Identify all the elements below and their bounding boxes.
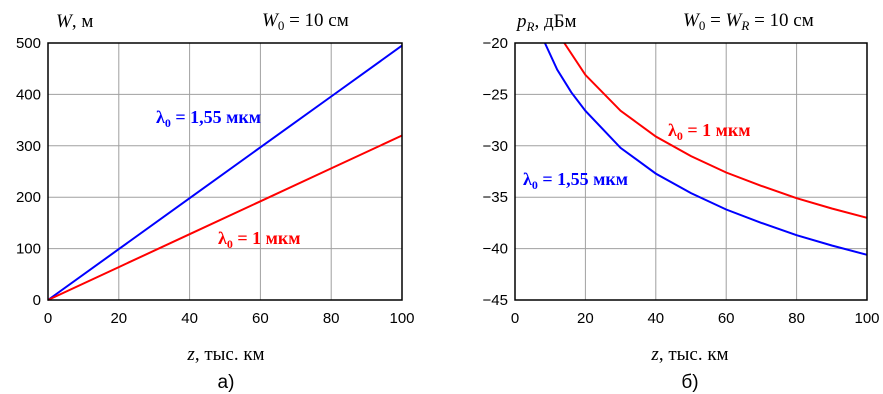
y-tick-label: 200 (16, 189, 41, 206)
x-axis-symbol: z (186, 344, 195, 365)
series-line-1 (563, 42, 868, 219)
x-axis-symbol: z (650, 344, 659, 365)
series-label-value: = 1 мкм (683, 120, 751, 140)
note-symbol: W (683, 10, 701, 31)
y-tick-label: 100 (16, 241, 41, 258)
y-tick-label: 300 (16, 138, 41, 155)
series-label-symbol: λ (668, 120, 677, 140)
y-tick-label: −40 (483, 241, 508, 258)
series-label-subscript: 0 (677, 129, 683, 143)
y-tick-label: −20 (483, 35, 508, 52)
x-tick-label: 40 (647, 310, 664, 327)
note-value: = 10 см (749, 10, 813, 31)
parameter-note: W0 = WR = 10 см (683, 10, 814, 33)
series-label-value: = 1,55 мкм (171, 107, 261, 127)
y-tick-label: −25 (483, 86, 508, 103)
y-tick-label: 500 (16, 35, 41, 52)
note-symbol-2: W (726, 10, 744, 31)
y-axis-unit: , дБм (534, 11, 576, 32)
series-label-value: = 1 мкм (233, 228, 301, 248)
series-label-subscript: 0 (532, 178, 538, 192)
series-line-2 (543, 42, 868, 256)
x-tick-label: 60 (718, 310, 735, 327)
note-subscript-2: R (740, 18, 749, 33)
x-tick-label: 60 (252, 310, 269, 327)
x-tick-label: 0 (44, 310, 52, 327)
x-tick-label: 20 (110, 310, 127, 327)
y-axis-symbol: W (56, 11, 74, 32)
y-tick-label: 0 (33, 292, 41, 309)
x-tick-label: 40 (181, 310, 198, 327)
y-tick-label: −45 (483, 292, 508, 309)
y-axis-label: pR, дБм (515, 11, 577, 34)
panel-caption: б) (681, 372, 698, 393)
series-label-1: λ0 = 1 мкм (668, 120, 751, 143)
note-equals: = (705, 10, 725, 31)
series-label-subscript: 0 (227, 237, 233, 251)
x-axis-label: z, тыс. км (650, 344, 728, 365)
x-tick-label: 80 (788, 310, 805, 327)
series-label-2: λ0 = 1 мкм (218, 228, 301, 251)
x-tick-label: 80 (323, 310, 340, 327)
series-line-1 (47, 44, 403, 301)
series-label-symbol: λ (523, 169, 532, 189)
x-tick-label: 100 (854, 310, 879, 327)
y-tick-label: −30 (483, 138, 508, 155)
series-line-2 (47, 134, 403, 301)
y-axis-subscript: R (526, 19, 535, 34)
series-label-value: = 1,55 мкм (538, 169, 628, 189)
series-label-symbol: λ (218, 228, 227, 248)
y-tick-label: −35 (483, 189, 508, 206)
note-value: = 10 см (284, 10, 348, 31)
note-subscript: 0 (699, 18, 706, 33)
series-label-subscript: 0 (165, 116, 171, 130)
x-axis-unit: , тыс. км (195, 344, 265, 365)
y-axis-unit: , м (72, 11, 94, 32)
x-tick-label: 0 (511, 310, 519, 327)
y-axis-label: W, м (56, 11, 93, 32)
x-axis-label: z, тыс. км (186, 344, 264, 365)
y-tick-label: 400 (16, 86, 41, 103)
plot-frame (47, 42, 403, 301)
series-label-1: λ0 = 1,55 мкм (156, 107, 261, 130)
parameter-note: W0 = 10 см (262, 10, 349, 33)
plot-frame (514, 42, 868, 301)
x-tick-label: 100 (389, 310, 414, 327)
x-tick-label: 20 (577, 310, 594, 327)
note-subscript: 0 (278, 18, 285, 33)
note-symbol: W (262, 10, 280, 31)
y-axis-symbol: p (515, 11, 527, 32)
series-label-symbol: λ (156, 107, 165, 127)
series-label-2: λ0 = 1,55 мкм (523, 169, 628, 192)
x-axis-unit: , тыс. км (659, 344, 729, 365)
panel-caption: а) (218, 372, 235, 393)
